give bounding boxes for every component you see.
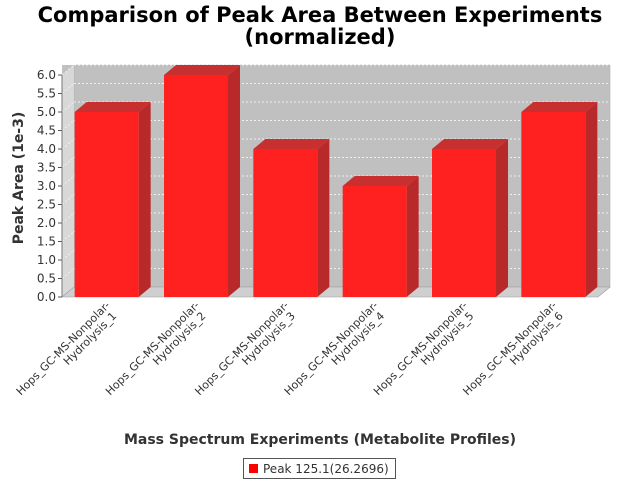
x-tick-label-6: Hops_GC-MS-Nonpolar-Hydrolysis_6: [460, 299, 568, 407]
plot-left-wall: [62, 65, 74, 297]
legend-label: Peak 125.1(26.2696): [263, 461, 389, 476]
gridline-left-4: [61, 212, 75, 224]
bar-side-2: [228, 65, 240, 297]
y-tick-label-8: 4.0: [37, 142, 56, 156]
y-axis-label: Peak Area (1e-3): [11, 111, 27, 245]
y-tick-label-2: 1.0: [37, 253, 56, 267]
bar-side-6: [585, 102, 598, 297]
bar-top-6: [521, 102, 598, 112]
gridline-left-8: [61, 138, 75, 150]
gridline-left-7: [61, 157, 75, 168]
bar-side-1: [138, 102, 151, 297]
gridline-left-12: [61, 64, 75, 76]
x-axis-label: Mass Spectrum Experiments (Metabolite Pr…: [123, 432, 517, 448]
y-tick-label-3: 1.5: [37, 235, 56, 249]
y-tick-label-0: 0.0: [37, 290, 56, 304]
y-tick-label-7: 3.5: [37, 161, 56, 175]
legend: Peak 125.1(26.2696): [243, 458, 396, 479]
gridline-left-11: [61, 83, 75, 94]
gridline-left-3: [61, 231, 75, 242]
chart-subtitle: (normalized): [244, 25, 396, 49]
bar-top-3: [253, 139, 330, 149]
gridline-left-5: [61, 194, 75, 205]
gridline-left-6: [61, 175, 75, 187]
bar-side-5: [496, 139, 508, 297]
bar-side-4: [406, 176, 419, 297]
chart-title: Comparison of Peak Area Between Experime…: [37, 3, 603, 27]
y-tick-label-1: 0.5: [37, 272, 56, 286]
y-tick-label-10: 5.0: [37, 105, 56, 119]
bar-top-4: [342, 176, 419, 186]
bar-top-1: [74, 102, 151, 112]
legend-swatch: [249, 464, 258, 473]
bar-5: [432, 149, 496, 297]
bar-top-5: [432, 139, 508, 149]
gridline-left-10: [61, 101, 75, 113]
gridline-left-1: [61, 268, 75, 279]
y-tick-label-11: 5.5: [37, 87, 56, 101]
bar-4: [342, 186, 407, 297]
bar-1: [74, 112, 139, 297]
gridline-left-2: [61, 249, 75, 261]
y-tick-label-4: 2.0: [37, 216, 56, 230]
bar-top-2: [164, 65, 240, 75]
y-tick-label-6: 3.0: [37, 179, 56, 193]
y-tick-label-12: 6.0: [37, 68, 56, 82]
y-tick-label-9: 4.5: [37, 124, 56, 138]
bar-3: [253, 149, 318, 297]
bar-2: [164, 75, 228, 297]
gridline-left-9: [61, 120, 75, 131]
y-tick-label-5: 2.5: [37, 198, 56, 212]
bar-side-3: [317, 139, 330, 297]
bar-6: [521, 112, 586, 297]
